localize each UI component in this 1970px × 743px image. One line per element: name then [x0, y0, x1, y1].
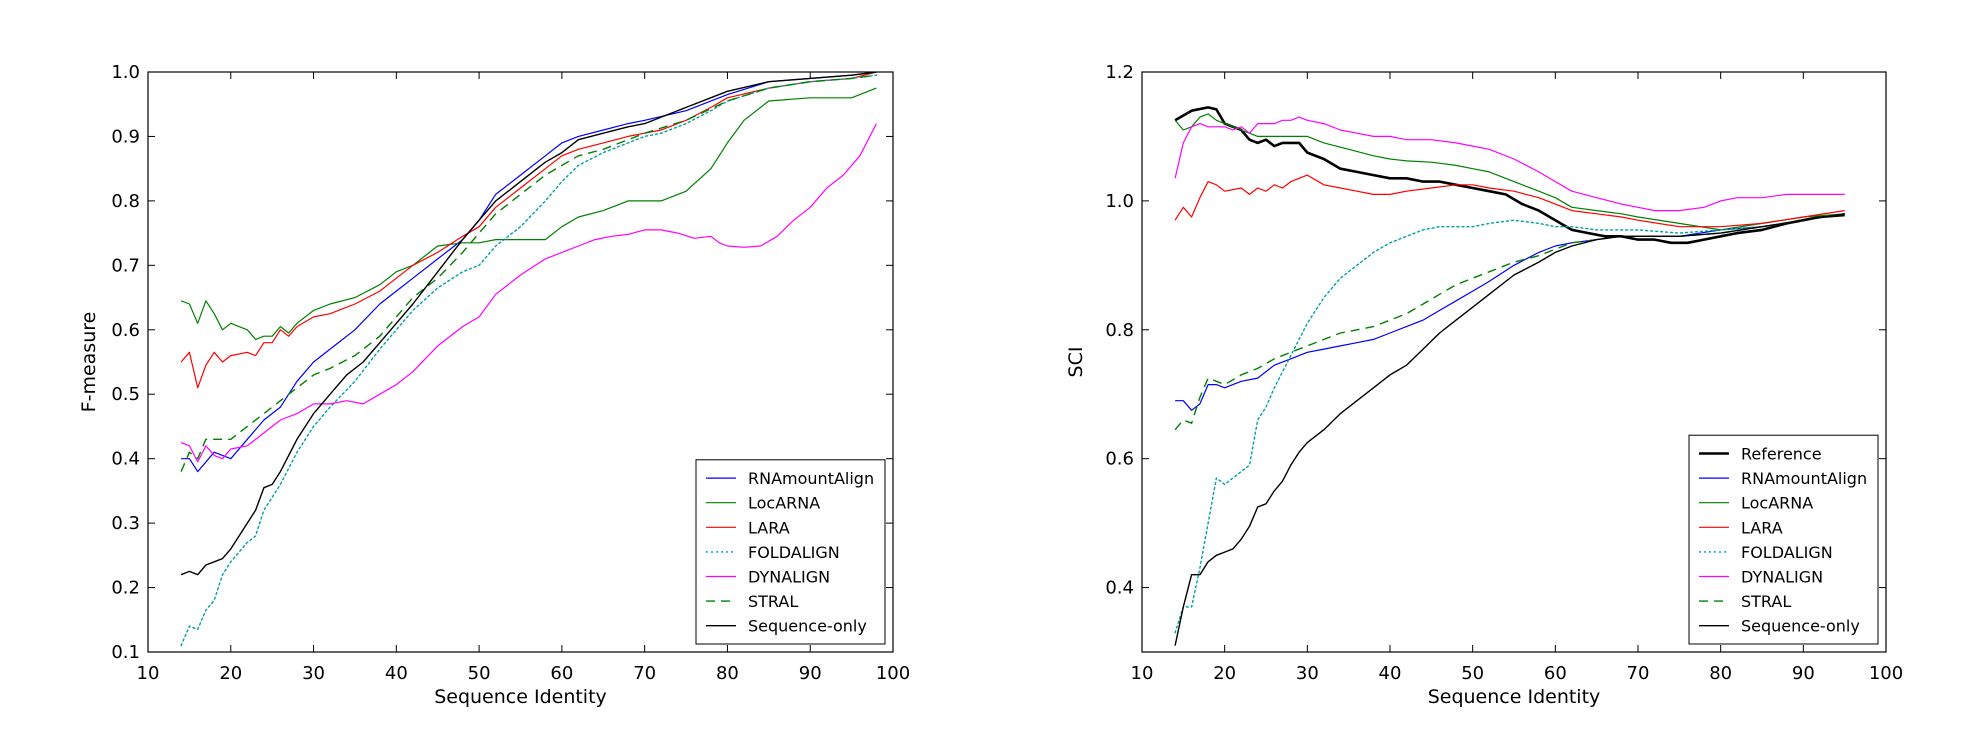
- chart-1-x-tick-label: 80: [1709, 663, 1732, 684]
- chart-0-y-axis-label: F-measure: [78, 312, 100, 413]
- chart-0-legend-label: Sequence-only: [748, 617, 867, 636]
- chart-1-legend: Reference RNAmountAlign LocARNA LARA FOLDALI…: [1688, 434, 1879, 645]
- chart-1-x-tick-label: 70: [1627, 663, 1650, 684]
- chart-0-x-tick-label: 60: [550, 663, 573, 684]
- chart-0-y-tick-label: 0.2: [111, 578, 140, 599]
- chart-0-y-tick-label: 1.0: [111, 62, 140, 83]
- chart-1-x-tick-label: 90: [1792, 663, 1815, 684]
- chart-1-x-axis-label: Sequence Identity: [1428, 686, 1601, 708]
- chart-0-legend-label: STRAL: [748, 592, 798, 611]
- chart-1-y-tick-label: 1.0: [1105, 191, 1134, 212]
- chart-1-plot-frame: [1141, 71, 1887, 653]
- chart-1-series-line-locarna: [1174, 113, 1845, 231]
- chart-1-legend-label: FOLDALIGN: [1741, 543, 1833, 562]
- chart-0-series-line-locarna: [180, 87, 877, 340]
- chart-0-x-tick-label: 100: [876, 663, 910, 684]
- chart-1-series-line-dynalign: [1174, 116, 1845, 212]
- chart-1-y-tick-label: 0.4: [1105, 578, 1134, 599]
- chart-0-legend-label: RNAmountAlign: [748, 469, 874, 488]
- chart-1-legend-label: STRAL: [1741, 592, 1791, 611]
- sci-chart: 10 20 30 40 50 60 70 80 90 100 0.4 0.6 0.8 1.0 1.2 Sequ…: [1065, 62, 1903, 708]
- chart-1-y-tick-label: 0.6: [1105, 449, 1134, 470]
- chart-1-x-tick-label: 100: [1869, 663, 1903, 684]
- chart-0-series-line-foldalign: [180, 74, 878, 647]
- chart-1-y-tick-label: 1.2: [1105, 62, 1134, 83]
- chart-0-y-tick-label: 0.5: [111, 384, 140, 405]
- chart-1-legend-label: Sequence-only: [1741, 617, 1860, 636]
- chart-0-x-tick-label: 90: [799, 663, 822, 684]
- chart-0-y-tick-label: 0.9: [111, 126, 140, 147]
- chart-0-series-line-sequence-only: [180, 72, 877, 576]
- chart-0-x-tick-label: 20: [219, 663, 242, 684]
- chart-0-y-tick-label: 0.1: [111, 642, 140, 663]
- chart-0-legend-label: LocARNA: [748, 494, 820, 513]
- chart-1-series-line-lara: [1174, 174, 1845, 228]
- chart-0-x-tick-label: 10: [137, 663, 160, 684]
- chart-1-y-axis-label: SCI: [1065, 347, 1087, 378]
- chart-0-x-tick-label: 80: [716, 663, 739, 684]
- chart-0-y-tick-label: 0.3: [111, 513, 140, 534]
- chart-0-legend-label: FOLDALIGN: [748, 543, 840, 562]
- chart-1-legend-label: DYNALIGN: [1741, 568, 1823, 587]
- chart-1-series-line-foldalign: [1174, 213, 1846, 634]
- chart-0-x-tick-label: 30: [302, 663, 325, 684]
- chart-0-y-tick-label: 0.7: [111, 255, 140, 276]
- chart-1-legend-label: LocARNA: [1741, 494, 1813, 513]
- chart-0-plot-frame: [147, 71, 894, 653]
- chart-0-y-tick-label: 0.8: [111, 191, 140, 212]
- chart-0-legend: RNAmountAlign LocARNA LARA FOLDALIGN DYNALIG…: [695, 459, 886, 645]
- chart-0-series-line-dynalign: [180, 123, 877, 463]
- chart-1-legend-label: Reference: [1741, 445, 1822, 464]
- chart-1-legend-box: [1688, 434, 1879, 645]
- chart-0-legend-label: LARA: [748, 518, 790, 537]
- chart-1-x-tick-label: 60: [1544, 663, 1567, 684]
- chart-1-x-tick-label: 10: [1131, 663, 1154, 684]
- chart-1-series-line-sequence-only: [1174, 213, 1845, 646]
- chart-1-legend-label: LARA: [1741, 518, 1783, 537]
- chart-0-x-tick-label: 70: [633, 663, 656, 684]
- chart-0-x-axis-label: Sequence Identity: [434, 686, 607, 708]
- chart-0-legend-label: DYNALIGN: [748, 568, 830, 587]
- chart-0-y-tick-label: 0.4: [111, 449, 140, 470]
- chart-1-x-tick-label: 20: [1213, 663, 1236, 684]
- chart-1-series-group: [1174, 106, 1846, 646]
- chart-0-x-tick-label: 50: [468, 663, 491, 684]
- chart-1-series-line-reference: [1174, 106, 1845, 245]
- chart-1-x-tick-label: 50: [1461, 663, 1484, 684]
- chart-1-y-tick-label: 0.8: [1105, 320, 1134, 341]
- chart-1-legend-label: RNAmountAlign: [1741, 469, 1867, 488]
- chart-0-y-tick-label: 0.6: [111, 320, 140, 341]
- f-measure-chart: 10 20 30 40 50 60 70 80 90 100 0.1 0.2 0.3 0.4 0.5 0.6 0…: [78, 62, 910, 708]
- chart-0-series-group: [180, 72, 878, 647]
- chart-0-x-tick-label: 40: [385, 663, 408, 684]
- chart-1-x-tick-label: 30: [1296, 663, 1319, 684]
- chart-0-series-line-rnamountalign: [181, 72, 877, 473]
- chart-1-x-tick-label: 40: [1379, 663, 1402, 684]
